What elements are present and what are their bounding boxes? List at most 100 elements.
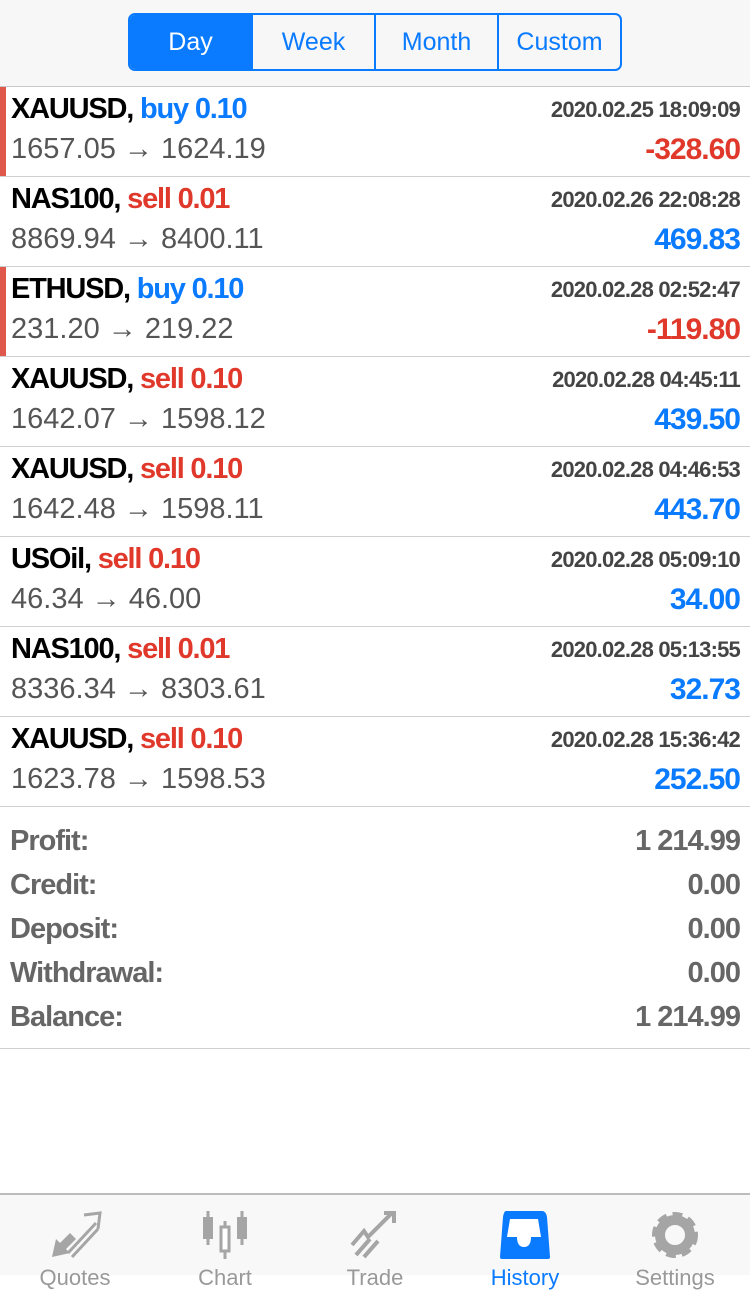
deal-row[interactable]: NAS100, sell 0.01 8869.94 → 8400.11 2020… [0,177,750,267]
volume: 0.10 [191,273,245,305]
side: sell [127,633,172,665]
trade-trend-icon [350,1211,396,1259]
deal-profit: 439.50 [654,403,741,436]
deal-prices: 8869.94 → 8400.11 [11,223,264,256]
value: 1 214.99 [635,824,741,857]
open-price: 1642.07 [11,403,116,435]
deal-symbol-line: XAUUSD, sell 0.10 [11,363,243,396]
close-price: 1598.53 [160,763,266,795]
tab-chart[interactable]: Chart [150,1195,300,1290]
label: Deposit: [10,912,119,945]
tab-label: Trade [346,1265,404,1290]
deal-symbol-line: USOil, sell 0.10 [11,543,201,576]
volume: 0.10 [194,93,248,125]
deal-prices: 231.20 → 219.22 [11,313,234,346]
volume: 0.01 [177,183,231,215]
value: 0.00 [687,956,741,989]
tab-quotes[interactable]: Quotes [0,1195,150,1290]
volume: 0.01 [177,633,231,665]
arrow-icon: → [107,313,137,345]
deal-symbol-line: NAS100, sell 0.01 [11,633,231,666]
value: 1 214.99 [635,1000,741,1033]
deal-prices: 1642.07 → 1598.12 [11,403,266,436]
tab-week[interactable]: Week [251,15,374,69]
deal-row[interactable]: XAUUSD, buy 0.10 1657.05 → 1624.19 2020.… [0,87,750,177]
close-price: 46.00 [128,583,202,615]
deal-row[interactable]: XAUUSD, sell 0.10 1623.78 → 1598.53 2020… [0,717,750,807]
deal-time: 2020.02.25 18:09:09 [550,97,741,122]
deal-prices: 8336.34 → 8303.61 [11,673,266,706]
arrow-icon: → [91,583,121,615]
arrow-icon: → [123,133,153,165]
tab-month[interactable]: Month [374,15,497,69]
gear-icon [652,1212,698,1258]
deal-row[interactable]: XAUUSD, sell 0.10 1642.48 → 1598.11 2020… [0,447,750,537]
deal-time: 2020.02.26 22:08:28 [550,187,741,212]
candlestick-icon [203,1211,247,1259]
deal-profit: 469.83 [654,223,741,256]
quotes-arrows-icon [52,1211,102,1259]
deal-symbol-line: XAUUSD, buy 0.10 [11,93,248,126]
open-price: 1657.05 [11,133,116,165]
arrow-icon: → [123,223,153,255]
deal-row[interactable]: XAUUSD, sell 0.10 1642.07 → 1598.12 2020… [0,357,750,447]
deal-time: 2020.02.28 05:09:10 [550,547,741,572]
symbol: USOil, [11,543,92,575]
symbol: XAUUSD, [11,363,134,395]
tab-label: History [490,1265,560,1290]
label: Profit: [10,824,89,857]
close-price: 8400.11 [160,223,264,255]
deal-symbol-line: ETHUSD, buy 0.10 [11,273,245,306]
side: sell [139,363,185,395]
deal-time: 2020.02.28 04:46:53 [550,457,741,482]
deal-prices: 1623.78 → 1598.53 [11,763,266,796]
deal-symbol-line: XAUUSD, sell 0.10 [11,723,243,756]
deal-symbol-line: XAUUSD, sell 0.10 [11,453,243,486]
side: sell [97,543,143,575]
arrow-icon: → [123,763,153,795]
deal-time: 2020.02.28 15:36:42 [550,727,741,752]
deal-time: 2020.02.28 02:52:47 [550,277,741,302]
deal-symbol-line: NAS100, sell 0.01 [11,183,231,216]
deal-profit: -328.60 [645,133,741,166]
summary-profit: Profit: 1 214.99 [0,819,750,863]
bottom-tab-bar: Quotes Chart Trade History Settings [0,1193,750,1290]
inbox-tray-icon [500,1211,550,1259]
tab-trade[interactable]: Trade [300,1195,450,1290]
open-price: 8869.94 [11,223,116,255]
symbol: ETHUSD, [11,273,131,305]
symbol: XAUUSD, [11,93,134,125]
deal-row[interactable]: NAS100, sell 0.01 8336.34 → 8303.61 2020… [0,627,750,717]
tab-label: Chart [198,1265,252,1290]
label: Balance: [10,1000,124,1033]
side: buy [136,273,186,305]
deal-row[interactable]: ETHUSD, buy 0.10 231.20 → 219.22 2020.02… [0,267,750,357]
deal-row[interactable]: USOil, sell 0.10 46.34 → 46.00 2020.02.2… [0,537,750,627]
summary-deposit: Deposit: 0.00 [0,907,750,951]
volume: 0.10 [190,453,243,485]
deal-profit: -119.80 [646,313,741,346]
deal-prices: 1657.05 → 1624.19 [11,133,266,166]
tab-settings[interactable]: Settings [600,1195,750,1290]
header: Day Week Month Custom [0,0,750,87]
label: Credit: [10,868,97,901]
tab-label: Quotes [39,1265,111,1290]
deal-time: 2020.02.28 04:45:11 [552,367,741,392]
deal-profit: 32.73 [669,673,741,706]
side: sell [139,723,185,755]
value: 0.00 [687,868,741,901]
tab-day[interactable]: Day [130,15,251,69]
close-price: 8303.61 [160,673,266,705]
open-price: 46.34 [11,583,84,615]
open-price: 231.20 [11,313,100,345]
tab-history[interactable]: History [450,1195,600,1290]
summary-withdrawal: Withdrawal: 0.00 [0,951,750,995]
close-price: 219.22 [144,313,234,345]
summary-balance: Balance: 1 214.99 [0,995,750,1039]
side: sell [127,183,172,215]
deal-profit: 443.70 [654,493,741,526]
open-price: 1623.78 [11,763,116,795]
tab-custom[interactable]: Custom [497,15,620,69]
deal-list: XAUUSD, buy 0.10 1657.05 → 1624.19 2020.… [0,87,750,807]
open-price: 8336.34 [11,673,116,705]
